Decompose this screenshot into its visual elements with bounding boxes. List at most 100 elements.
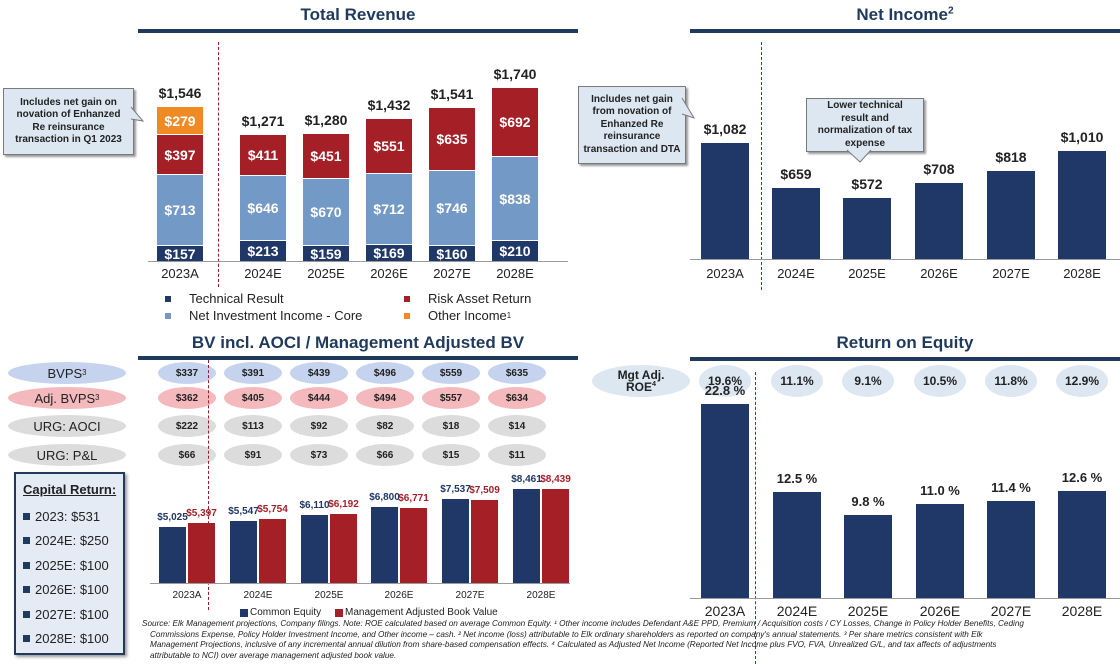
legend-swatch <box>404 295 410 302</box>
revenue-segment-risk-asset-return: $692 <box>492 87 538 157</box>
net-income-value-label: $818 <box>995 149 1027 166</box>
bv-pill-value: $91 <box>224 444 282 466</box>
bullet-square-icon <box>23 586 30 594</box>
bv-pill-value: $557 <box>422 387 480 409</box>
total-revenue-baseline <box>148 261 568 262</box>
footnote-line: Commissions Expense, Policy Holder Inves… <box>150 629 983 639</box>
mgmt-adjusted-bv-bar <box>259 519 286 583</box>
x-tick-label: 2023A <box>172 590 202 601</box>
bv-pill-value: $496 <box>356 362 414 384</box>
x-tick-label: 2023A <box>706 266 744 281</box>
bullet-square-icon <box>23 561 30 569</box>
capital-return-text: 2028E: $100 <box>35 631 109 647</box>
revenue-segment-net-investment-income-core: $712 <box>366 172 412 245</box>
x-tick-label: 2027E <box>992 266 1030 281</box>
roe-title-rule <box>690 357 1120 361</box>
net-income-bar <box>1058 150 1106 259</box>
bv-pill-value: $391 <box>224 362 282 384</box>
common-equity-label: $7,537 <box>440 484 471 496</box>
x-tick-label: 2027E <box>433 266 471 281</box>
x-tick-label: 2025E <box>307 266 345 281</box>
revenue-segment-technical-result: $160 <box>429 245 475 262</box>
capital-return-item: 2028E: $100 <box>23 627 123 652</box>
net-income-value-label: $659 <box>780 166 812 183</box>
bv-pill-value: $634 <box>488 387 546 409</box>
capital-return-text: 2025E: $100 <box>35 557 109 573</box>
capital-return-item: 2026E: $100 <box>23 578 123 603</box>
roe-value-label: 12.5 % <box>776 470 818 486</box>
x-tick-label: 2026E <box>919 603 961 619</box>
mgt-adj-roe-pill: 10.5% <box>914 365 966 397</box>
row-label-urg-p-l: URG: P&L <box>8 444 126 466</box>
common-equity-label: $6,110 <box>299 500 330 512</box>
bv-pill-value: $66 <box>356 444 414 466</box>
book-value-baseline <box>150 583 570 584</box>
x-tick-label: 2027E <box>990 603 1032 619</box>
roe-divider <box>755 372 756 664</box>
roe-value-label: 12.6 % <box>1061 469 1103 485</box>
revenue-segment-net-investment-income-core: $670 <box>303 178 349 246</box>
roe-value-label: 11.0 % <box>920 483 960 499</box>
bullet-square-icon <box>23 512 30 520</box>
capital-return-item: 2023: $531 <box>23 504 123 529</box>
legend-other-income: Other Income 1 <box>404 308 511 323</box>
legend-swatch <box>165 295 171 302</box>
net-income-bar <box>843 197 891 259</box>
mgmt-adjusted-bv-label: $6,192 <box>328 499 359 511</box>
x-tick-label: 2028E <box>1061 603 1103 619</box>
mgt-adj-roe-pill: 11.8% <box>985 365 1037 397</box>
x-tick-label: 2024E <box>777 266 815 281</box>
footnote: Source: Elk Management projections, Comp… <box>142 619 1112 661</box>
total-revenue-callout: Includes net gain on novation of Enhanze… <box>3 88 134 155</box>
revenue-total-label: $1,280 <box>304 112 348 128</box>
mgt-adj-roe-pill: 11.1% <box>771 365 823 397</box>
revenue-segment-technical-result: $213 <box>240 239 286 261</box>
mgmt-adjusted-bv-label: $5,397 <box>186 508 217 520</box>
footnote-line: Management Projections, inclusive of any… <box>150 640 997 650</box>
bv-pill-value: $92 <box>290 415 348 437</box>
net-income-baseline <box>690 259 1120 260</box>
x-tick-label: 2028E <box>496 266 534 281</box>
net-income-callout-2025: Lower technical result and normalization… <box>806 98 924 152</box>
revenue-total-label: $1,271 <box>241 113 285 129</box>
net-income-value-label: $1,010 <box>1060 128 1104 145</box>
total-revenue-callout-pointer <box>130 106 145 122</box>
legend-net-investment-income: Net Investment Income - Core <box>165 308 362 323</box>
legend-technical-result: Technical Result <box>165 291 284 306</box>
x-tick-label: 2025E <box>847 603 889 619</box>
revenue-total-label: $1,740 <box>493 66 537 82</box>
capital-return-text: 2027E: $100 <box>35 606 109 622</box>
x-tick-label: 2024E <box>243 590 273 601</box>
x-tick-label: 2028E <box>526 590 556 601</box>
capital-return-text: 2023: $531 <box>35 508 101 524</box>
revenue-segment-technical-result: $159 <box>303 245 349 262</box>
bullet-square-icon <box>23 537 30 545</box>
bv-pill-value: $18 <box>422 415 480 437</box>
row-label-bvps: BVPS 3 <box>8 362 126 384</box>
net-income-divider <box>761 42 762 290</box>
capital-return-item: 2024E: $250 <box>23 529 123 554</box>
revenue-segment-other-income: $279 <box>157 106 203 135</box>
common-equity-bar <box>301 515 328 583</box>
x-tick-label: 2025E <box>848 266 886 281</box>
common-equity-bar <box>442 499 469 583</box>
legend-swatch <box>404 312 410 319</box>
row-label-urg-aoci: URG: AOCI <box>8 415 126 437</box>
bv-pill-value: $405 <box>224 387 282 409</box>
net-income-title: Net Income2 <box>856 5 954 24</box>
revenue-total-label: $1,546 <box>158 85 202 102</box>
legend-mgmt-adjusted-bv: Management Adjusted Book Value <box>335 607 498 618</box>
mgmt-adjusted-bv-bar <box>188 523 215 583</box>
x-tick-label: 2023A <box>704 603 746 619</box>
net-income-bar <box>915 183 963 259</box>
revenue-segment-technical-result: $169 <box>366 244 412 261</box>
net-income-callout-pointer <box>846 149 872 163</box>
book-value-divider <box>208 360 209 610</box>
roe-bar <box>987 501 1035 598</box>
mgmt-adjusted-bv-bar <box>542 489 569 583</box>
mgmt-adjusted-bv-bar <box>400 507 427 583</box>
roe-bar <box>1058 490 1106 598</box>
mgmt-adjusted-bv-label: $5,754 <box>257 504 288 516</box>
x-tick-label: 2024E <box>244 266 282 281</box>
roe-title: Return on Equity <box>836 333 974 352</box>
